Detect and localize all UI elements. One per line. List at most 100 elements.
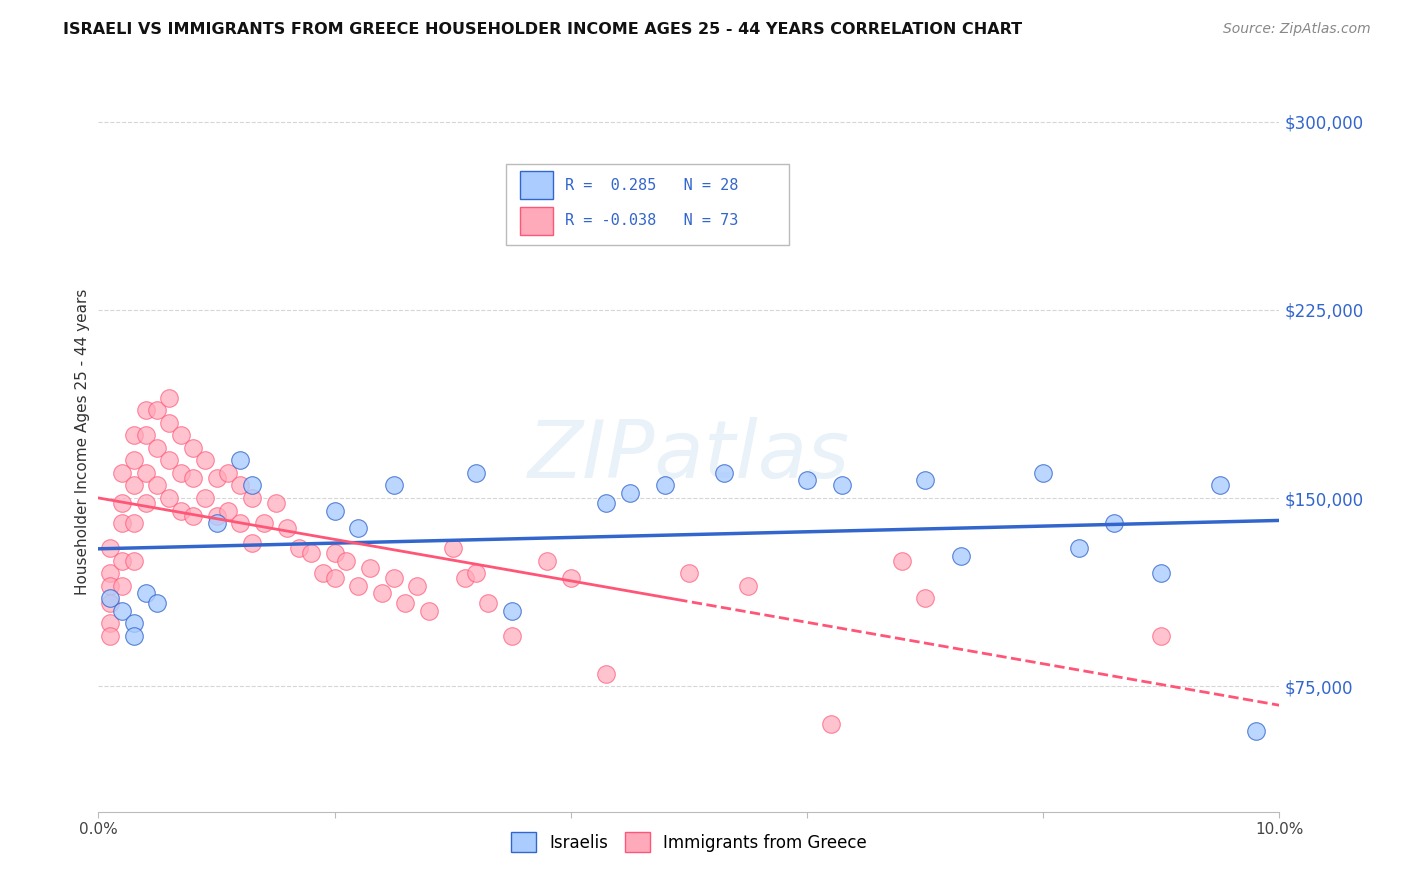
Point: [217, 466, 239, 480]
Point: [418, 604, 440, 618]
Point: [229, 478, 252, 492]
Point: [441, 541, 464, 556]
Point: [949, 549, 972, 563]
Point: [205, 471, 228, 485]
Point: [122, 428, 145, 442]
Point: [122, 616, 145, 631]
Point: [111, 466, 134, 480]
FancyBboxPatch shape: [506, 164, 789, 245]
Point: [205, 508, 228, 523]
Point: [1150, 566, 1173, 581]
Point: [240, 536, 263, 550]
Point: [276, 521, 298, 535]
Point: [98, 566, 121, 581]
Point: [406, 579, 429, 593]
Point: [1209, 478, 1232, 492]
Point: [217, 503, 239, 517]
Point: [98, 616, 121, 631]
Bar: [520, 207, 553, 235]
Point: [111, 554, 134, 568]
Point: [1032, 466, 1054, 480]
Point: [170, 428, 193, 442]
Point: [157, 491, 180, 505]
Point: [194, 491, 217, 505]
Point: [595, 496, 617, 510]
Point: [323, 503, 346, 517]
Point: [678, 566, 700, 581]
Point: [312, 566, 335, 581]
Point: [737, 579, 759, 593]
Point: [501, 629, 523, 643]
Point: [157, 416, 180, 430]
Text: ISRAELI VS IMMIGRANTS FROM GREECE HOUSEHOLDER INCOME AGES 25 - 44 YEARS CORRELAT: ISRAELI VS IMMIGRANTS FROM GREECE HOUSEH…: [63, 22, 1022, 37]
Point: [465, 466, 488, 480]
Point: [146, 478, 169, 492]
Y-axis label: Householder Income Ages 25 - 44 years: Householder Income Ages 25 - 44 years: [75, 288, 90, 595]
Point: [111, 604, 134, 618]
Point: [181, 471, 204, 485]
Point: [323, 571, 346, 585]
Point: [1244, 724, 1267, 739]
Point: [796, 474, 818, 488]
Point: [122, 629, 145, 643]
Point: [170, 503, 193, 517]
Point: [914, 591, 936, 606]
Point: [619, 486, 641, 500]
Point: [146, 596, 169, 610]
Point: [157, 391, 180, 405]
Point: [98, 579, 121, 593]
Point: [394, 596, 416, 610]
Point: [831, 478, 853, 492]
Point: [820, 717, 842, 731]
Point: [122, 453, 145, 467]
Text: R = -0.038   N = 73: R = -0.038 N = 73: [565, 213, 738, 228]
Point: [122, 516, 145, 530]
Point: [157, 453, 180, 467]
Point: [299, 546, 322, 560]
Point: [111, 516, 134, 530]
Point: [240, 491, 263, 505]
Point: [323, 546, 346, 560]
Point: [229, 453, 252, 467]
Point: [536, 554, 558, 568]
Point: [335, 554, 357, 568]
Point: [205, 516, 228, 530]
Point: [1150, 629, 1173, 643]
Point: [465, 566, 488, 581]
Point: [347, 521, 370, 535]
Point: [453, 571, 475, 585]
Point: [595, 666, 617, 681]
Point: [98, 541, 121, 556]
Point: [654, 478, 676, 492]
Text: Source: ZipAtlas.com: Source: ZipAtlas.com: [1223, 22, 1371, 37]
Point: [146, 403, 169, 417]
Point: [135, 428, 157, 442]
Point: [264, 496, 287, 510]
Point: [477, 596, 499, 610]
Point: [135, 496, 157, 510]
Bar: [520, 171, 553, 200]
Point: [146, 441, 169, 455]
Point: [560, 571, 582, 585]
Point: [170, 466, 193, 480]
Point: [135, 586, 157, 600]
Point: [111, 496, 134, 510]
Point: [229, 516, 252, 530]
Point: [501, 604, 523, 618]
Point: [347, 579, 370, 593]
Point: [371, 586, 394, 600]
Point: [98, 596, 121, 610]
Text: ZIPatlas: ZIPatlas: [527, 417, 851, 495]
Point: [181, 441, 204, 455]
Point: [111, 579, 134, 593]
Point: [288, 541, 311, 556]
Legend: Israelis, Immigrants from Greece: Israelis, Immigrants from Greece: [505, 825, 873, 859]
Point: [122, 554, 145, 568]
Point: [181, 508, 204, 523]
Point: [98, 629, 121, 643]
Point: [914, 474, 936, 488]
Point: [253, 516, 276, 530]
Point: [135, 403, 157, 417]
Point: [890, 554, 912, 568]
Point: [1102, 516, 1125, 530]
